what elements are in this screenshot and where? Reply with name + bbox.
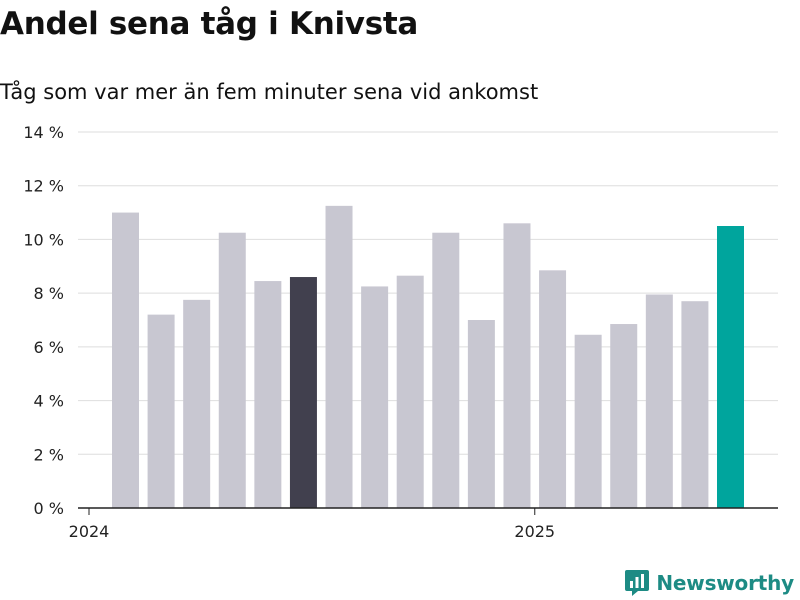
y-tick-label: 14 % <box>23 123 64 142</box>
bar <box>681 301 709 508</box>
grid-lines <box>78 131 778 455</box>
y-tick-label: 6 % <box>34 338 64 357</box>
bar <box>610 324 638 508</box>
x-tick-label: 2024 <box>69 522 110 541</box>
bar <box>183 299 211 508</box>
bar <box>147 314 175 508</box>
bar-chart-logo-icon <box>625 570 650 596</box>
bar <box>112 212 139 509</box>
bar <box>717 226 744 508</box>
y-tick-label: 4 % <box>34 392 64 411</box>
y-tick-label: 0 % <box>34 499 64 518</box>
brand-name: Newsworthy <box>656 571 794 595</box>
bar <box>539 270 567 508</box>
bar <box>325 205 353 508</box>
y-tick-label: 8 % <box>34 284 64 303</box>
newsworthy-brand: Newsworthy <box>624 569 794 597</box>
bar <box>467 320 495 508</box>
bar <box>503 223 531 509</box>
chart-subtitle: Tåg som var mer än fem minuter sena vid … <box>0 80 539 104</box>
bar <box>289 277 317 508</box>
x-tick-label: 2025 <box>514 522 555 541</box>
chart-title: Andel sena tåg i Knivsta <box>0 6 419 42</box>
bar <box>396 275 424 508</box>
bar <box>254 281 282 508</box>
x-axis-ticks: 2024 2025 <box>69 508 555 541</box>
y-axis-ticks: 0 % 2 % 4 % 6 % 8 % 10 % 12 % 14 % <box>23 123 64 518</box>
y-tick-label: 2 % <box>34 445 64 464</box>
bar <box>432 232 460 508</box>
bar <box>218 232 246 508</box>
bar <box>361 286 389 508</box>
bar <box>574 334 602 508</box>
bar <box>645 294 673 508</box>
bars <box>112 205 744 509</box>
y-tick-label: 10 % <box>23 230 64 249</box>
y-tick-label: 12 % <box>23 177 64 196</box>
